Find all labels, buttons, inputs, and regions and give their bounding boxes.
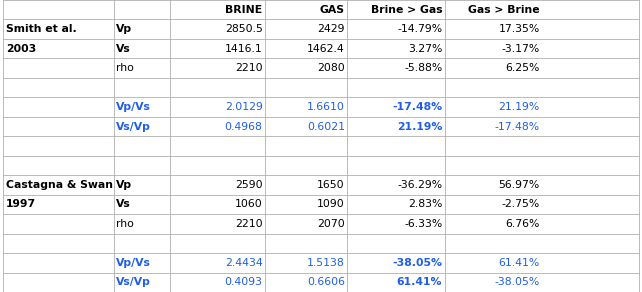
Text: 2.83%: 2.83% <box>408 199 442 209</box>
Text: 6.25%: 6.25% <box>505 63 540 73</box>
Text: -5.88%: -5.88% <box>404 63 442 73</box>
Text: 1462.4: 1462.4 <box>307 44 345 54</box>
Text: Castagna & Swan: Castagna & Swan <box>6 180 113 190</box>
Text: 17.35%: 17.35% <box>499 24 540 34</box>
Text: 1416.1: 1416.1 <box>225 44 263 54</box>
Text: rho: rho <box>116 63 134 73</box>
Text: rho: rho <box>116 219 134 229</box>
Text: 2070: 2070 <box>317 219 345 229</box>
Text: 0.6021: 0.6021 <box>307 121 345 131</box>
Text: 1650: 1650 <box>317 180 345 190</box>
Text: 1997: 1997 <box>6 199 36 209</box>
Text: 2590: 2590 <box>235 180 263 190</box>
Text: 21.19%: 21.19% <box>397 121 442 131</box>
Text: -6.33%: -6.33% <box>404 219 442 229</box>
Text: -17.48%: -17.48% <box>495 121 540 131</box>
Text: -3.17%: -3.17% <box>501 44 540 54</box>
Text: 6.76%: 6.76% <box>505 219 540 229</box>
Text: 56.97%: 56.97% <box>499 180 540 190</box>
Text: 1.5138: 1.5138 <box>307 258 345 268</box>
Text: 2.4434: 2.4434 <box>225 258 263 268</box>
Text: -36.29%: -36.29% <box>397 180 442 190</box>
Text: Vp: Vp <box>116 24 132 34</box>
Text: -2.75%: -2.75% <box>501 199 540 209</box>
Text: 1090: 1090 <box>317 199 345 209</box>
Text: 2850.5: 2850.5 <box>225 24 263 34</box>
Text: Vp: Vp <box>116 180 132 190</box>
Text: 2.0129: 2.0129 <box>225 102 263 112</box>
Text: BRINE: BRINE <box>225 5 263 15</box>
Text: -14.79%: -14.79% <box>397 24 442 34</box>
Text: Vs/Vp: Vs/Vp <box>116 121 151 131</box>
Text: 0.4093: 0.4093 <box>225 277 263 287</box>
Text: Smith et al.: Smith et al. <box>6 24 76 34</box>
Text: 3.27%: 3.27% <box>408 44 442 54</box>
Text: Vs: Vs <box>116 199 131 209</box>
Text: 61.41%: 61.41% <box>397 277 442 287</box>
Text: 21.19%: 21.19% <box>499 102 540 112</box>
Text: 1.6610: 1.6610 <box>307 102 345 112</box>
Text: Vs: Vs <box>116 44 131 54</box>
Text: -38.05%: -38.05% <box>392 258 442 268</box>
Text: -17.48%: -17.48% <box>392 102 442 112</box>
Text: Vs/Vp: Vs/Vp <box>116 277 151 287</box>
Text: 2429: 2429 <box>317 24 345 34</box>
Text: 2003: 2003 <box>6 44 36 54</box>
Text: Vp/Vs: Vp/Vs <box>116 102 151 112</box>
Text: 1060: 1060 <box>235 199 263 209</box>
Text: 61.41%: 61.41% <box>499 258 540 268</box>
Text: Vp/Vs: Vp/Vs <box>116 258 151 268</box>
Text: 2080: 2080 <box>317 63 345 73</box>
Text: 2210: 2210 <box>235 63 263 73</box>
Text: -38.05%: -38.05% <box>495 277 540 287</box>
Text: 0.6606: 0.6606 <box>307 277 345 287</box>
Text: Gas > Brine: Gas > Brine <box>468 5 540 15</box>
Text: GAS: GAS <box>320 5 345 15</box>
Text: 2210: 2210 <box>235 219 263 229</box>
Text: Brine > Gas: Brine > Gas <box>370 5 442 15</box>
Text: 0.4968: 0.4968 <box>225 121 263 131</box>
